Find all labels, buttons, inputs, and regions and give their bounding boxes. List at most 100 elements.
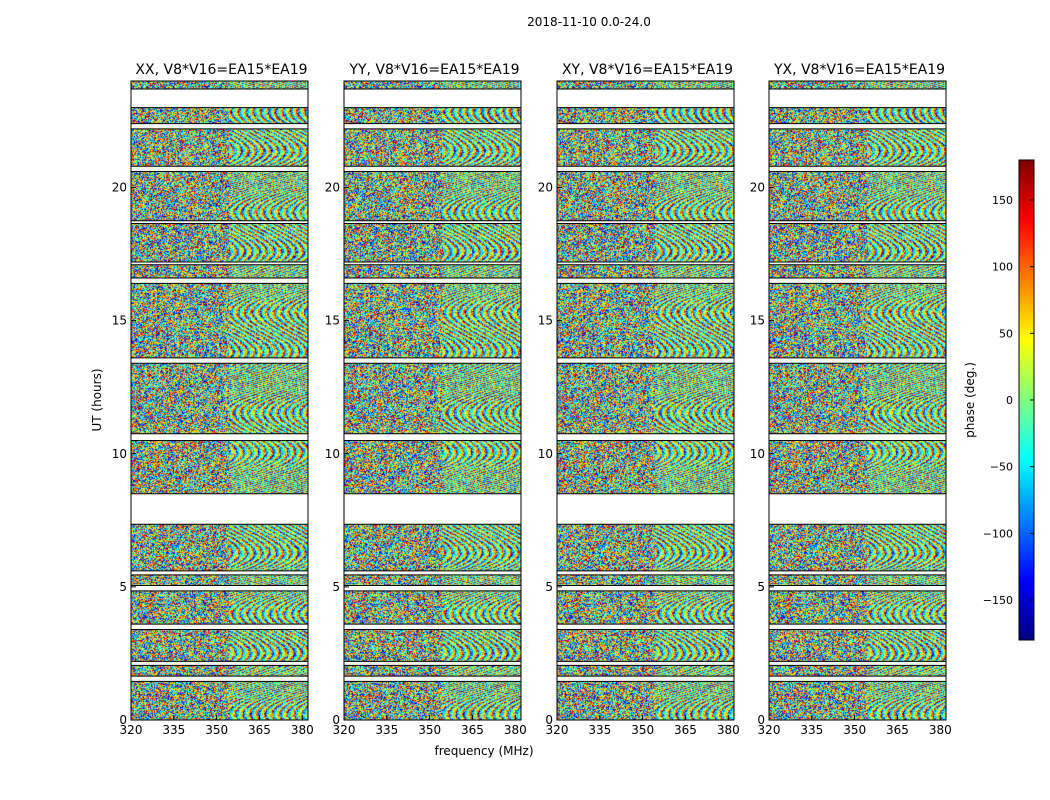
blank-gap xyxy=(769,585,946,591)
y-axis-label: UT (hours) xyxy=(90,368,104,431)
blank-gap xyxy=(769,676,946,682)
blank-gap xyxy=(557,624,734,630)
x-tick-label: 335 xyxy=(375,723,398,737)
y-tick-label: 5 xyxy=(332,580,340,594)
x-tick-label: 365 xyxy=(461,723,484,737)
blank-gap xyxy=(344,433,521,441)
panel-xx: XX, V8*V16=EA15*EA19 320 335 350 365 380 0 5 10 1… xyxy=(112,62,314,737)
blank-gap xyxy=(344,166,521,172)
blank-gap xyxy=(131,624,308,630)
y-tick-label: 0 xyxy=(545,713,553,727)
x-tick-label: 320 xyxy=(758,723,781,737)
y-tick-label: 10 xyxy=(112,447,127,461)
blank-gap xyxy=(344,585,521,591)
x-tick-label: 350 xyxy=(205,723,228,737)
blank-gap xyxy=(769,262,946,265)
panel-yy: YY, V8*V16=EA15*EA19 320 335 350 365 380 0 5 10 1… xyxy=(325,62,527,737)
blank-gap xyxy=(344,676,521,682)
blank-gap xyxy=(557,570,734,575)
x-tick-label: 350 xyxy=(418,723,441,737)
blank-gap xyxy=(131,357,308,364)
blank-gap xyxy=(557,166,734,172)
blank-gap xyxy=(769,570,946,575)
blank-gap xyxy=(344,624,521,630)
panel-frame xyxy=(343,80,522,721)
y-tick-label: 5 xyxy=(119,580,127,594)
blank-gap xyxy=(131,493,308,525)
blank-gap xyxy=(344,357,521,364)
blank-gap xyxy=(344,278,521,284)
blank-gap xyxy=(557,585,734,591)
blank-gap xyxy=(131,220,308,224)
panel-yx: YX, V8*V16=EA15*EA19 320 335 350 365 380 0 5 10 1… xyxy=(750,62,952,737)
phase-heatmap-yx xyxy=(769,81,946,720)
blank-gap xyxy=(131,433,308,441)
blank-gap xyxy=(131,262,308,265)
blank-gap xyxy=(557,676,734,682)
y-tick-label: 20 xyxy=(750,181,765,195)
x-tick-label: 335 xyxy=(162,723,185,737)
blank-gap xyxy=(131,166,308,172)
blank-gap xyxy=(557,220,734,224)
blank-gap xyxy=(769,166,946,172)
y-tick-label: 0 xyxy=(119,713,127,727)
x-tick-label: 320 xyxy=(333,723,356,737)
x-tick-label: 350 xyxy=(631,723,654,737)
panel-title: XY, V8*V16=EA15*EA19 xyxy=(562,62,733,78)
blank-gap xyxy=(131,661,308,666)
panel-group: XX, V8*V16=EA15*EA19 320 335 350 365 380 0 5 10 1… xyxy=(112,62,952,737)
y-tick-label: 0 xyxy=(332,713,340,727)
panel-title: YX, V8*V16=EA15*EA19 xyxy=(773,62,945,78)
x-tick-label: 335 xyxy=(800,723,823,737)
blank-gap xyxy=(769,357,946,364)
figure-suptitle: 2018-11-10 0.0-24.0 xyxy=(527,15,651,29)
colorbar-tick-label: −100 xyxy=(983,527,1013,540)
panel-title: XX, V8*V16=EA15*EA19 xyxy=(135,62,307,78)
blank-gap xyxy=(557,123,734,129)
blank-gap xyxy=(769,123,946,129)
blank-gap xyxy=(769,624,946,630)
blank-gap xyxy=(769,220,946,224)
blank-gap xyxy=(344,220,521,224)
colorbar-tick-label: −150 xyxy=(983,594,1013,607)
y-tick-label: 15 xyxy=(325,314,340,328)
blank-gap xyxy=(344,123,521,129)
blank-gap xyxy=(769,661,946,666)
blank-gap xyxy=(557,493,734,525)
blank-gap xyxy=(557,661,734,666)
x-tick-label: 380 xyxy=(717,723,740,737)
colorbar-tick-label: −50 xyxy=(990,461,1013,474)
blank-gap xyxy=(131,123,308,129)
blank-gap xyxy=(557,433,734,441)
y-tick-label: 20 xyxy=(112,181,127,195)
colorbar-tick-label: 100 xyxy=(992,261,1013,274)
y-tick-label: 5 xyxy=(545,580,553,594)
blank-gap xyxy=(131,585,308,591)
colorbar: −150 −100 −50 0 50 100 150 xyxy=(983,159,1035,641)
blank-gap xyxy=(557,88,734,108)
blank-gap xyxy=(131,676,308,682)
x-tick-label: 380 xyxy=(291,723,314,737)
blank-gap xyxy=(344,570,521,575)
y-tick-label: 20 xyxy=(325,181,340,195)
y-tick-label: 10 xyxy=(750,447,765,461)
x-tick-label: 320 xyxy=(546,723,569,737)
y-tick-label: 20 xyxy=(538,181,553,195)
y-tick-label: 15 xyxy=(112,314,127,328)
panel-frame xyxy=(768,80,947,721)
blank-gap xyxy=(769,433,946,441)
blank-gap xyxy=(131,570,308,575)
colorbar-tick-label: 0 xyxy=(1006,394,1013,407)
blank-gap xyxy=(557,357,734,364)
colorbar-gradient xyxy=(1019,160,1034,640)
x-tick-label: 365 xyxy=(248,723,271,737)
panel-title: YY, V8*V16=EA15*EA19 xyxy=(348,62,519,78)
phase-heatmap-yy xyxy=(344,81,521,720)
blank-gap xyxy=(344,88,521,108)
phase-heatmap-xy xyxy=(557,81,734,720)
blank-gap xyxy=(769,88,946,108)
x-tick-label: 365 xyxy=(674,723,697,737)
x-axis-label: frequency (MHz) xyxy=(434,744,533,758)
phase-heatmap-xx xyxy=(131,81,308,720)
